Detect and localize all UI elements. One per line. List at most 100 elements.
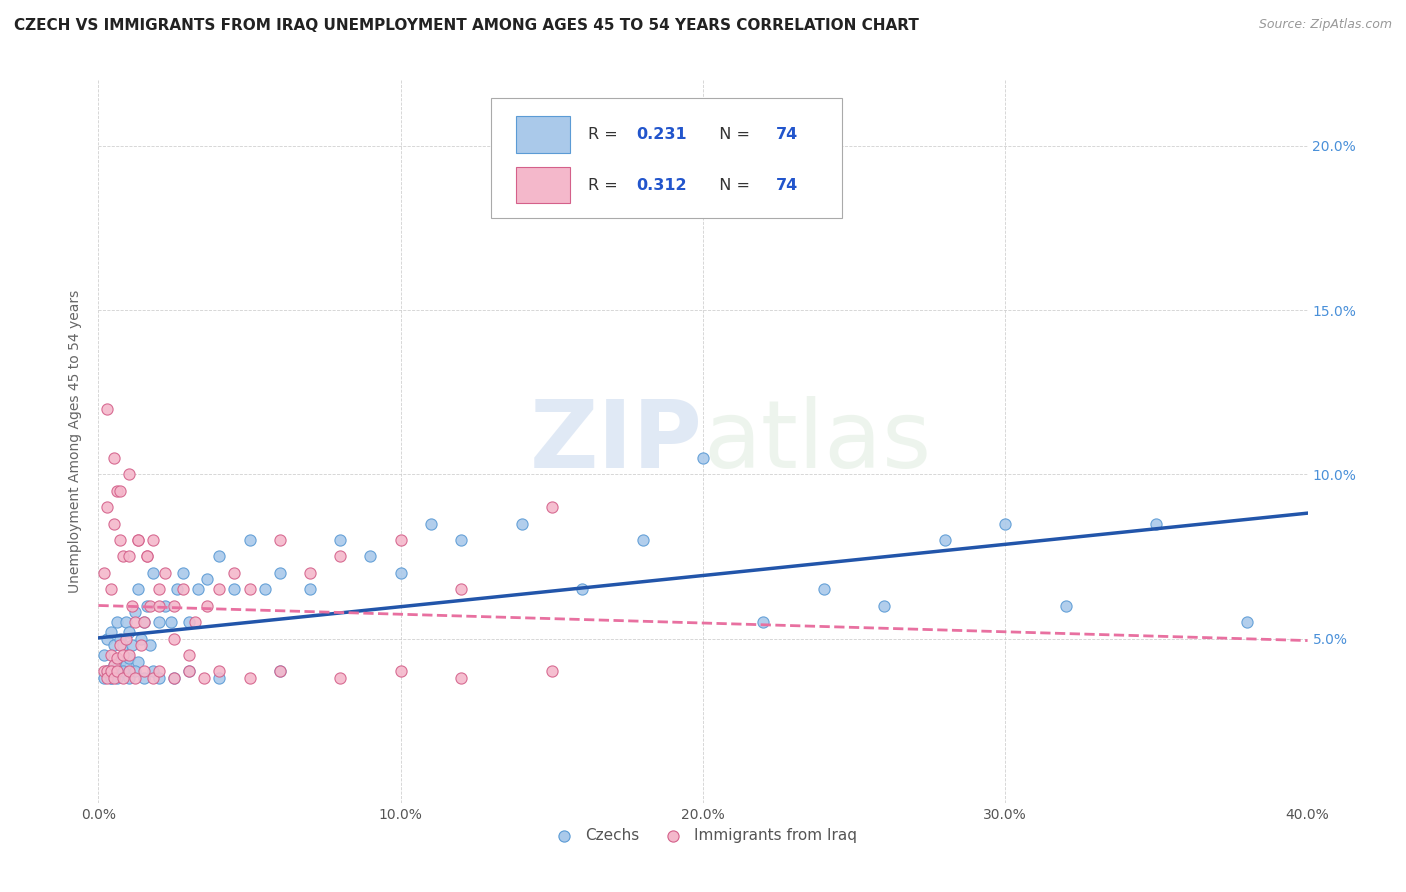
Point	[239, 671, 262, 685]
Point	[142, 533, 165, 547]
Point	[100, 648, 122, 662]
Text: 74: 74	[776, 127, 797, 142]
Point	[111, 665, 134, 679]
Point	[571, 582, 593, 597]
Point	[389, 533, 412, 547]
Text: 0.312: 0.312	[637, 178, 688, 193]
Point	[184, 615, 207, 630]
Point	[96, 401, 118, 416]
Text: CZECH VS IMMIGRANTS FROM IRAQ UNEMPLOYMENT AMONG AGES 45 TO 54 YEARS CORRELATION: CZECH VS IMMIGRANTS FROM IRAQ UNEMPLOYME…	[14, 18, 920, 33]
Point	[179, 665, 201, 679]
Point	[111, 671, 134, 685]
Point	[1054, 599, 1077, 613]
Point	[752, 615, 775, 630]
Point	[103, 516, 125, 531]
Point	[224, 566, 246, 580]
Point	[121, 599, 143, 613]
Point	[389, 566, 412, 580]
Point	[389, 665, 412, 679]
Point	[450, 671, 472, 685]
Point	[208, 665, 231, 679]
Bar	[516, 116, 569, 153]
Point	[135, 599, 157, 613]
Point	[172, 566, 194, 580]
Point	[96, 632, 118, 646]
Point	[179, 665, 201, 679]
Point	[139, 638, 162, 652]
Point	[105, 661, 128, 675]
Point	[360, 549, 382, 564]
Point	[132, 615, 155, 630]
Point	[103, 657, 125, 672]
Point	[135, 549, 157, 564]
Text: R =: R =	[588, 127, 623, 142]
Point	[153, 566, 176, 580]
Point	[195, 573, 218, 587]
Point	[93, 648, 115, 662]
Point	[114, 632, 136, 646]
Point	[239, 582, 262, 597]
Point	[208, 671, 231, 685]
Text: Source: ZipAtlas.com: Source: ZipAtlas.com	[1258, 18, 1392, 31]
Point	[1144, 516, 1167, 531]
Point	[111, 648, 134, 662]
Text: atlas: atlas	[703, 395, 931, 488]
Text: 74: 74	[776, 178, 797, 193]
Point	[100, 671, 122, 685]
Point	[692, 450, 714, 465]
Point	[540, 665, 562, 679]
Point	[96, 665, 118, 679]
Bar	[516, 167, 569, 203]
Point	[108, 533, 131, 547]
Point	[124, 615, 146, 630]
Point	[269, 566, 291, 580]
Text: 0.231: 0.231	[637, 127, 688, 142]
Point	[103, 657, 125, 672]
Point	[139, 599, 162, 613]
Point	[124, 671, 146, 685]
Point	[179, 648, 201, 662]
Point	[132, 665, 155, 679]
Point	[105, 651, 128, 665]
Point	[813, 582, 835, 597]
Point	[132, 615, 155, 630]
Point	[224, 582, 246, 597]
Point	[135, 549, 157, 564]
Point	[111, 549, 134, 564]
Point	[142, 665, 165, 679]
Point	[103, 665, 125, 679]
Point	[208, 549, 231, 564]
Point	[100, 671, 122, 685]
Point	[100, 582, 122, 597]
Point	[96, 665, 118, 679]
Point	[269, 533, 291, 547]
Point	[105, 483, 128, 498]
Point	[269, 665, 291, 679]
Point	[994, 516, 1017, 531]
Point	[193, 671, 215, 685]
Point	[142, 671, 165, 685]
Point	[329, 533, 352, 547]
Point	[873, 599, 896, 613]
Point	[132, 671, 155, 685]
Text: R =: R =	[588, 178, 623, 193]
Point	[172, 582, 194, 597]
Point	[114, 657, 136, 672]
Point	[160, 615, 183, 630]
Point	[108, 655, 131, 669]
Point	[195, 599, 218, 613]
Point	[148, 615, 170, 630]
Point	[93, 566, 115, 580]
Point	[103, 671, 125, 685]
Text: N =: N =	[709, 178, 755, 193]
Point	[148, 665, 170, 679]
Point	[166, 582, 188, 597]
Point	[118, 625, 141, 640]
Point	[105, 671, 128, 685]
Point	[129, 638, 152, 652]
Point	[179, 615, 201, 630]
Point	[253, 582, 276, 597]
Point	[127, 655, 149, 669]
Point	[118, 648, 141, 662]
Point	[450, 533, 472, 547]
